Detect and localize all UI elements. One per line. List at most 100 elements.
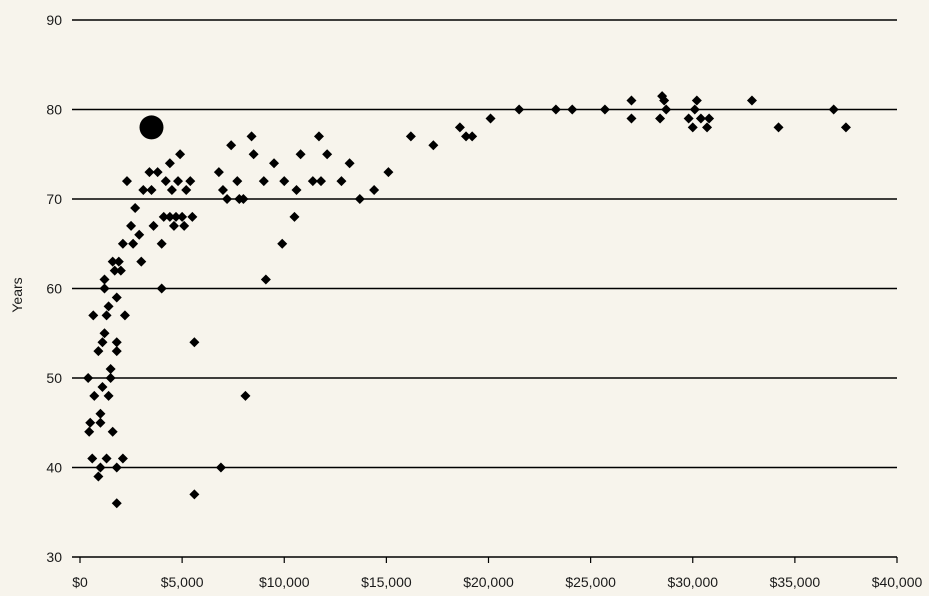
horizontal-gridlines xyxy=(72,19,897,558)
data-point xyxy=(461,131,472,142)
y-tick-label: 70 xyxy=(46,191,62,207)
x-tick-label: $15,000 xyxy=(361,574,412,590)
data-point xyxy=(115,265,126,276)
data-point xyxy=(146,185,157,196)
x-tick-label: $0 xyxy=(72,574,88,590)
data-point xyxy=(105,373,116,383)
data-point xyxy=(152,167,163,178)
data-point xyxy=(189,337,200,348)
data-point xyxy=(567,104,578,115)
data-point xyxy=(248,149,259,160)
data-point xyxy=(702,122,713,133)
data-point xyxy=(689,104,700,115)
x-tick-label: $10,000 xyxy=(259,574,310,590)
data-point xyxy=(655,113,666,124)
data-point xyxy=(238,194,249,204)
data-point xyxy=(128,238,139,249)
data-point xyxy=(213,167,224,178)
data-point xyxy=(246,131,257,142)
data-point xyxy=(111,462,122,473)
data-point xyxy=(773,122,784,133)
data-point xyxy=(156,238,167,249)
data-point xyxy=(467,131,478,142)
data-point xyxy=(95,408,106,419)
y-axis-label: Years xyxy=(9,277,25,312)
data-point xyxy=(83,373,94,383)
y-tick-label: 30 xyxy=(46,549,62,565)
data-point xyxy=(158,211,169,222)
y-tick-label: 50 xyxy=(46,370,62,386)
data-point xyxy=(659,95,670,106)
x-tick-label: $40,000 xyxy=(872,574,923,590)
data-point xyxy=(111,498,122,509)
data-point xyxy=(687,122,698,133)
data-point xyxy=(217,185,228,196)
data-point xyxy=(111,346,122,357)
data-point xyxy=(105,364,116,375)
data-point xyxy=(354,194,365,204)
data-point xyxy=(232,176,243,187)
data-point xyxy=(240,390,251,401)
x-axis: $0 $5,000 $10,000 $15,000 $20,000 $25,000 $30,… xyxy=(72,557,923,590)
data-point xyxy=(626,113,637,124)
data-point xyxy=(514,104,525,115)
data-point xyxy=(99,283,110,294)
highlighted-point-group xyxy=(139,115,164,140)
data-point xyxy=(117,238,128,249)
highlighted-point xyxy=(139,115,164,140)
data-point xyxy=(134,229,145,240)
data-point xyxy=(189,489,200,500)
data-point xyxy=(485,113,496,124)
data-point xyxy=(136,256,147,267)
data-point xyxy=(175,149,186,160)
data-point xyxy=(84,426,95,437)
data-point xyxy=(626,95,637,106)
data-point xyxy=(746,95,757,106)
data-point xyxy=(85,417,96,428)
data-point xyxy=(428,140,439,151)
data-point xyxy=(107,426,118,437)
data-point xyxy=(121,176,132,187)
data-point xyxy=(599,104,610,115)
data-point xyxy=(173,176,184,187)
y-tick-label: 90 xyxy=(46,12,62,28)
data-point xyxy=(164,211,175,222)
data-point xyxy=(103,301,114,312)
data-point xyxy=(383,167,394,178)
data-point xyxy=(97,381,108,392)
data-point xyxy=(95,417,106,428)
data-point xyxy=(828,104,839,115)
data-point xyxy=(226,140,237,151)
data-point xyxy=(168,220,179,231)
data-point xyxy=(119,310,130,321)
data-point xyxy=(405,131,416,142)
data-point xyxy=(148,220,159,231)
data-point xyxy=(101,310,112,321)
data-point xyxy=(222,194,233,204)
data-point xyxy=(101,453,112,464)
data-point xyxy=(840,122,851,133)
data-point xyxy=(307,176,318,187)
data-point xyxy=(170,211,181,222)
data-point xyxy=(550,104,561,115)
x-tick-label: $5,000 xyxy=(161,574,204,590)
data-point xyxy=(215,462,226,473)
data-point xyxy=(683,113,694,124)
data-point xyxy=(661,104,672,115)
data-point xyxy=(103,390,114,401)
data-point xyxy=(344,158,355,169)
data-point xyxy=(313,131,324,142)
data-point xyxy=(95,462,106,473)
data-point xyxy=(93,471,104,482)
data-point xyxy=(454,122,465,133)
data-point xyxy=(138,185,149,196)
x-tick-label: $25,000 xyxy=(565,574,616,590)
data-points xyxy=(83,91,851,509)
data-point xyxy=(144,167,155,178)
data-point xyxy=(322,149,333,160)
x-tick-label: $20,000 xyxy=(463,574,514,590)
data-point xyxy=(691,95,702,106)
y-axis: 30 40 50 60 70 80 90 xyxy=(46,12,62,565)
data-point xyxy=(156,283,167,294)
data-point xyxy=(695,113,706,124)
